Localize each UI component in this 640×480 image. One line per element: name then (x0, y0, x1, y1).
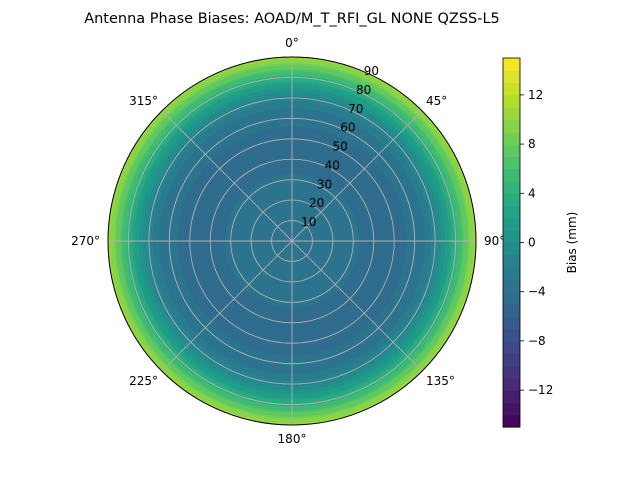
colorbar-level (503, 254, 520, 268)
radial-tick-label: 80 (356, 83, 371, 97)
colorbar-tick-label: 4 (528, 186, 536, 200)
colorbar-label: Bias (mm) (565, 212, 579, 274)
chart-title: Antenna Phase Biases: AOAD/M_T_RFI_GL NO… (84, 11, 500, 27)
radial-tick-labels: 10 20 30 40 50 60 70 80 90 (301, 64, 379, 229)
colorbar-tick-label: 12 (528, 88, 543, 102)
colorbar-level (503, 316, 520, 330)
angular-gridline (161, 240, 293, 372)
colorbar-tick-label: −8 (528, 334, 546, 348)
colorbar-level (503, 242, 520, 256)
colorbar-level (503, 279, 520, 293)
colorbar-level (503, 340, 520, 354)
angular-tick-label: 90° (484, 234, 505, 248)
colorbar-level (503, 414, 520, 428)
colorbar-level (503, 156, 520, 170)
angular-gridline (161, 110, 293, 242)
angular-tick-label: 315° (129, 94, 158, 108)
colorbar-level (503, 365, 520, 379)
radial-tick-label: 70 (348, 102, 363, 116)
colorbar-tick-label: −12 (528, 383, 553, 397)
colorbar-level (503, 181, 520, 194)
colorbar-level (503, 267, 520, 280)
angular-tick-label: 225° (129, 374, 158, 388)
radial-tick-label: 10 (301, 215, 316, 229)
angular-tick-labels: 0° 45° 90° 135° 180° 225° 270° 315° (71, 36, 505, 446)
colorbar-level (503, 58, 520, 71)
polar-frame (107, 56, 477, 426)
colorbar-level (503, 230, 520, 244)
angular-tick-label: 45° (426, 94, 447, 108)
colorbar-level (503, 168, 520, 182)
radial-tick-label: 50 (332, 140, 347, 154)
radial-tick-label: 90 (364, 64, 379, 78)
colorbar-level (503, 353, 520, 367)
angular-gridline (291, 240, 423, 372)
colorbar-tick-label: 0 (528, 236, 536, 250)
colorbar-level (503, 107, 520, 121)
polar-grid (107, 56, 477, 426)
colorbar-level (503, 70, 520, 84)
angular-tick-label: 270° (71, 234, 100, 248)
angular-tick-label: 135° (426, 374, 455, 388)
radial-tick-label: 20 (309, 196, 324, 210)
radial-tick-label: 60 (340, 121, 355, 135)
angular-tick-label: 0° (285, 36, 299, 50)
angular-tick-label: 180° (278, 432, 307, 446)
colorbar-level (503, 291, 520, 305)
colorbar-level (503, 390, 520, 403)
colorbar-tick-label: −4 (528, 285, 546, 299)
colorbar-level (503, 402, 520, 416)
colorbar-level (503, 328, 520, 342)
radial-tick-label: 40 (325, 158, 340, 172)
colorbar-level (503, 217, 520, 231)
colorbar-level (503, 144, 520, 157)
colorbar-level (503, 193, 520, 207)
colorbar-level (503, 205, 520, 219)
colorbar-tick-label: 8 (528, 137, 536, 151)
colorbar-level (503, 377, 520, 391)
colorbar-level (503, 94, 520, 108)
colorbar: −12 −8 −4 0 4 8 12 (502, 57, 553, 428)
colorbar-level (503, 131, 520, 145)
colorbar-level (503, 82, 520, 96)
angular-gridline (291, 110, 423, 242)
radial-tick-label: 30 (317, 177, 332, 191)
colorbar-level (503, 119, 520, 133)
colorbar-level (503, 304, 520, 317)
